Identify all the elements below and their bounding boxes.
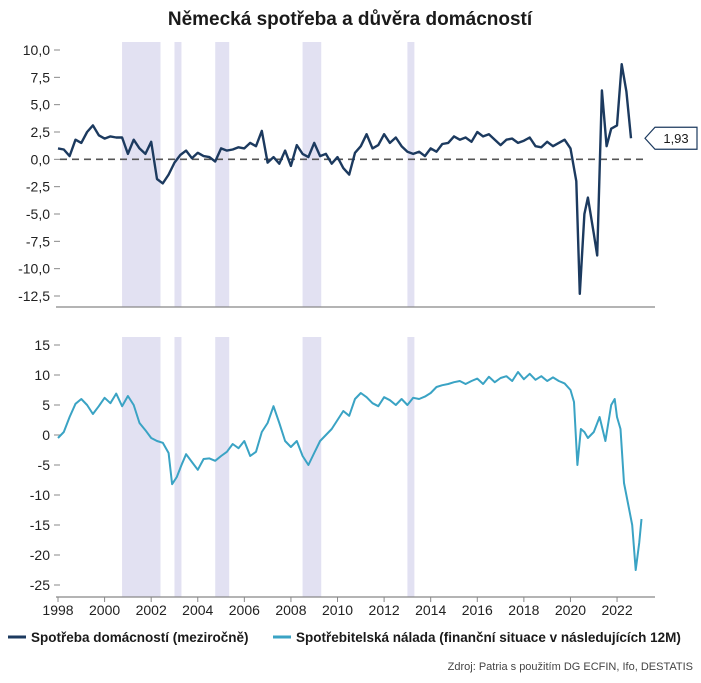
recession-band bbox=[407, 42, 415, 307]
y-tick-label: -5,0 bbox=[26, 206, 50, 222]
legend-label-sentiment: Spotřebitelská nálada (finanční situace … bbox=[296, 630, 681, 645]
bottom-axis: 15 10 5 0 -5 -10 -15 -20 -25 1998 2000 2002 2004 2006… bbox=[30, 337, 655, 618]
consumption-series bbox=[57, 63, 633, 295]
x-tick-label: 2012 bbox=[369, 602, 400, 618]
series-line bbox=[57, 63, 633, 295]
callout-value-label: 1,93 bbox=[663, 131, 688, 146]
y-tick-label: -10,0 bbox=[18, 261, 50, 277]
last-value-callout: 1,93 bbox=[644, 126, 698, 150]
y-tick-label: -7,5 bbox=[26, 233, 50, 249]
callout-box bbox=[644, 126, 698, 150]
bottom-recession-bands bbox=[122, 337, 415, 597]
y-tick-label: -2,5 bbox=[26, 179, 50, 195]
y-tick-label: -20 bbox=[30, 547, 50, 563]
x-tick-label: 1998 bbox=[42, 602, 73, 618]
x-tick-label: 2022 bbox=[601, 602, 632, 618]
y-tick-label: 7,5 bbox=[31, 69, 51, 85]
recession-band bbox=[302, 337, 322, 597]
chart-title: Německá spotřeba a důvěra domácností bbox=[168, 9, 533, 30]
bottom-panel: 15 10 5 0 -5 -10 -15 -20 -25 1998 2000 2002 2004 2006… bbox=[30, 337, 655, 618]
x-tick-label: 2006 bbox=[229, 602, 260, 618]
x-tick-label: 2008 bbox=[275, 602, 306, 618]
x-tick-label: 2004 bbox=[182, 602, 213, 618]
y-tick-label: -25 bbox=[30, 577, 50, 593]
y-tick-label: -10 bbox=[30, 487, 50, 503]
x-tick-label: 2020 bbox=[555, 602, 586, 618]
y-tick-label: -5 bbox=[38, 457, 51, 473]
recession-band bbox=[215, 42, 230, 307]
recession-band bbox=[215, 337, 230, 597]
recession-band bbox=[174, 42, 182, 307]
recession-band bbox=[122, 42, 161, 307]
y-tick-label: 5,0 bbox=[31, 97, 51, 113]
top-panel: 10,0 7,5 5,0 2,5 0,0 -2,5 -5,0 -7,5 -10,0 -12,5 bbox=[18, 42, 655, 308]
x-tick-label: 2000 bbox=[89, 602, 120, 618]
y-tick-label: -12,5 bbox=[18, 288, 50, 304]
x-tick-label: 2002 bbox=[136, 602, 167, 618]
recession-band bbox=[302, 42, 322, 307]
y-tick-label: 10 bbox=[34, 367, 50, 383]
top-axis: 10,0 7,5 5,0 2,5 0,0 -2,5 -5,0 -7,5 -10,0 -12,5 bbox=[18, 42, 655, 308]
x-tick-label: 2010 bbox=[322, 602, 353, 618]
top-recession-bands bbox=[122, 42, 415, 307]
y-tick-label: 2,5 bbox=[31, 124, 51, 140]
y-tick-label: 0,0 bbox=[31, 151, 51, 167]
recession-band bbox=[174, 337, 182, 597]
y-tick-label: 5 bbox=[42, 397, 50, 413]
series-line bbox=[57, 371, 643, 571]
y-tick-label: 0 bbox=[42, 427, 50, 443]
recession-band bbox=[407, 337, 415, 597]
legend-label-consumption: Spotřeba domácností (meziročně) bbox=[31, 630, 249, 645]
y-tick-label: -15 bbox=[30, 517, 50, 533]
source-note: Zdroj: Patria s použitím DG ECFIN, Ifo, … bbox=[448, 661, 693, 673]
recession-band bbox=[122, 337, 161, 597]
x-tick-label: 2016 bbox=[462, 602, 493, 618]
x-tick-label: 2014 bbox=[415, 602, 446, 618]
x-tick-label: 2018 bbox=[508, 602, 539, 618]
legend: Spotřeba domácností (meziročně) Spotřebi… bbox=[8, 630, 681, 645]
sentiment-series bbox=[57, 371, 643, 571]
y-tick-label: 15 bbox=[34, 337, 50, 353]
y-tick-label: 10,0 bbox=[23, 42, 50, 58]
